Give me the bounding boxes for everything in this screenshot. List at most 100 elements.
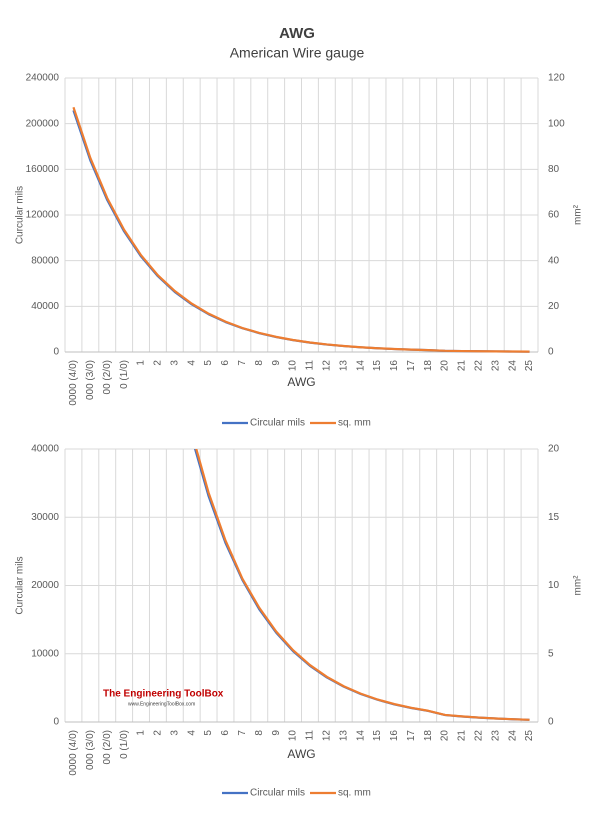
y2-tick-label: 20 bbox=[548, 301, 560, 312]
x-tick-label: 0 (1/0) bbox=[119, 360, 130, 389]
x-tick-label: 12 bbox=[321, 730, 332, 742]
x-tick-label: 18 bbox=[423, 730, 434, 742]
x-axis-title: AWG bbox=[287, 747, 315, 761]
y2-tick-label: 20 bbox=[548, 444, 560, 455]
y2-tick-label: 5 bbox=[548, 648, 554, 659]
x-tick-label: 10 bbox=[288, 360, 299, 372]
x-tick-label: 000 (3/0) bbox=[85, 360, 96, 400]
y-tick-label: 120000 bbox=[26, 210, 60, 221]
x-tick-label: 7 bbox=[237, 360, 248, 366]
x-tick-label: 1 bbox=[136, 730, 147, 736]
x-tick-label: 4 bbox=[186, 730, 197, 736]
x-tick-label: 15 bbox=[372, 360, 383, 372]
y2-tick-label: 40 bbox=[548, 255, 560, 266]
y-tick-label: 240000 bbox=[26, 73, 60, 84]
y-tick-label: 160000 bbox=[26, 164, 60, 175]
x-tick-label: 24 bbox=[507, 730, 518, 742]
x-tick-label: 25 bbox=[524, 730, 535, 742]
x-tick-label: 20 bbox=[440, 360, 451, 372]
y-axis-title: Curcular mils bbox=[15, 186, 26, 244]
x-tick-label: 13 bbox=[338, 730, 349, 742]
watermark: The Engineering ToolBox bbox=[103, 689, 224, 700]
x-tick-label: 6 bbox=[220, 730, 231, 736]
x-tick-label: 11 bbox=[305, 360, 316, 371]
x-tick-label: 0 (1/0) bbox=[119, 730, 130, 759]
y2-tick-label: 80 bbox=[548, 164, 560, 175]
x-tick-label: 000 (3/0) bbox=[85, 730, 96, 770]
x-tick-label: 24 bbox=[507, 360, 518, 372]
x-tick-label: 15 bbox=[372, 730, 383, 742]
x-tick-label: 00 (2/0) bbox=[102, 360, 113, 394]
x-tick-label: 5 bbox=[203, 360, 214, 366]
x-tick-label: 23 bbox=[490, 360, 501, 372]
x-tick-label: 0000 (4/0) bbox=[68, 360, 79, 406]
x-tick-label: 17 bbox=[406, 730, 417, 742]
x-tick-label: 5 bbox=[203, 730, 214, 736]
x-tick-label: 2 bbox=[153, 730, 164, 736]
x-tick-label: 12 bbox=[321, 360, 332, 372]
x-tick-label: 18 bbox=[423, 360, 434, 372]
chart: AWG American Wire gauge 0 40000 80000 120000 1… bbox=[15, 25, 584, 429]
x-tick-label: 14 bbox=[355, 730, 366, 742]
x-tick-label: 4 bbox=[186, 360, 197, 366]
y-tick-label: 0 bbox=[53, 717, 59, 728]
series-line bbox=[72, 106, 530, 353]
y-tick-label: 0 bbox=[53, 347, 59, 358]
x-tick-label: 17 bbox=[406, 360, 417, 372]
x-tick-label: 21 bbox=[457, 730, 468, 742]
x-tick-label: 11 bbox=[305, 730, 316, 741]
x-tick-label: 1 bbox=[136, 360, 147, 366]
legend-label: sq. mm bbox=[338, 418, 371, 429]
x-tick-label: 23 bbox=[490, 730, 501, 742]
x-tick-label: 10 bbox=[288, 730, 299, 742]
y2-tick-label: 0 bbox=[548, 347, 554, 358]
y2-tick-label: 10 bbox=[548, 580, 560, 591]
y-tick-label: 40000 bbox=[31, 444, 59, 455]
x-tick-label: 2 bbox=[153, 360, 164, 366]
x-tick-label: 6 bbox=[220, 360, 231, 366]
x-tick-label: 25 bbox=[524, 360, 535, 372]
y-tick-label: 30000 bbox=[31, 512, 59, 523]
x-axis-title: AWG bbox=[287, 375, 315, 389]
y2-axis-title: mm² bbox=[573, 575, 584, 596]
series-line bbox=[195, 449, 530, 721]
watermark-url: www.EngineeringToolBox.com bbox=[128, 701, 195, 707]
y-axis-title: Curcular mils bbox=[15, 556, 26, 614]
x-tick-label: 16 bbox=[389, 360, 400, 372]
x-tick-label: 21 bbox=[457, 360, 468, 372]
y2-tick-label: 0 bbox=[548, 717, 554, 728]
x-tick-label: 8 bbox=[254, 730, 265, 736]
plot-area bbox=[193, 449, 530, 721]
x-tick-label: 9 bbox=[271, 730, 282, 736]
x-tick-label: 3 bbox=[169, 730, 180, 736]
y-tick-label: 200000 bbox=[26, 118, 60, 129]
y2-axis-title: mm² bbox=[573, 204, 584, 225]
y2-tick-label: 100 bbox=[548, 118, 565, 129]
x-tick-label: 8 bbox=[254, 360, 265, 366]
x-tick-label: 0000 (4/0) bbox=[68, 730, 79, 776]
x-tick-label: 13 bbox=[338, 360, 349, 372]
chart-subtitle: American Wire gauge bbox=[230, 45, 365, 61]
x-tick-label: 20 bbox=[440, 730, 451, 742]
x-tick-label: 14 bbox=[355, 360, 366, 372]
x-tick-label: 7 bbox=[237, 730, 248, 736]
y-tick-label: 20000 bbox=[31, 580, 59, 591]
x-tick-label: 9 bbox=[271, 360, 282, 366]
legend-label: Circular mils bbox=[250, 788, 305, 799]
x-tick-label: 22 bbox=[474, 730, 485, 742]
y-tick-label: 80000 bbox=[31, 255, 59, 266]
x-tick-label: 16 bbox=[389, 730, 400, 742]
x-tick-label: 22 bbox=[474, 360, 485, 372]
plot-area bbox=[72, 106, 530, 353]
chart-title: AWG bbox=[279, 25, 315, 42]
x-tick-label: 3 bbox=[169, 360, 180, 366]
x-tick-label: 00 (2/0) bbox=[102, 730, 113, 764]
y2-tick-label: 120 bbox=[548, 73, 565, 84]
y-tick-label: 10000 bbox=[31, 648, 59, 659]
y2-tick-label: 60 bbox=[548, 210, 560, 221]
y2-tick-label: 15 bbox=[548, 512, 560, 523]
y-tick-label: 40000 bbox=[31, 301, 59, 312]
legend-label: sq. mm bbox=[338, 788, 371, 799]
